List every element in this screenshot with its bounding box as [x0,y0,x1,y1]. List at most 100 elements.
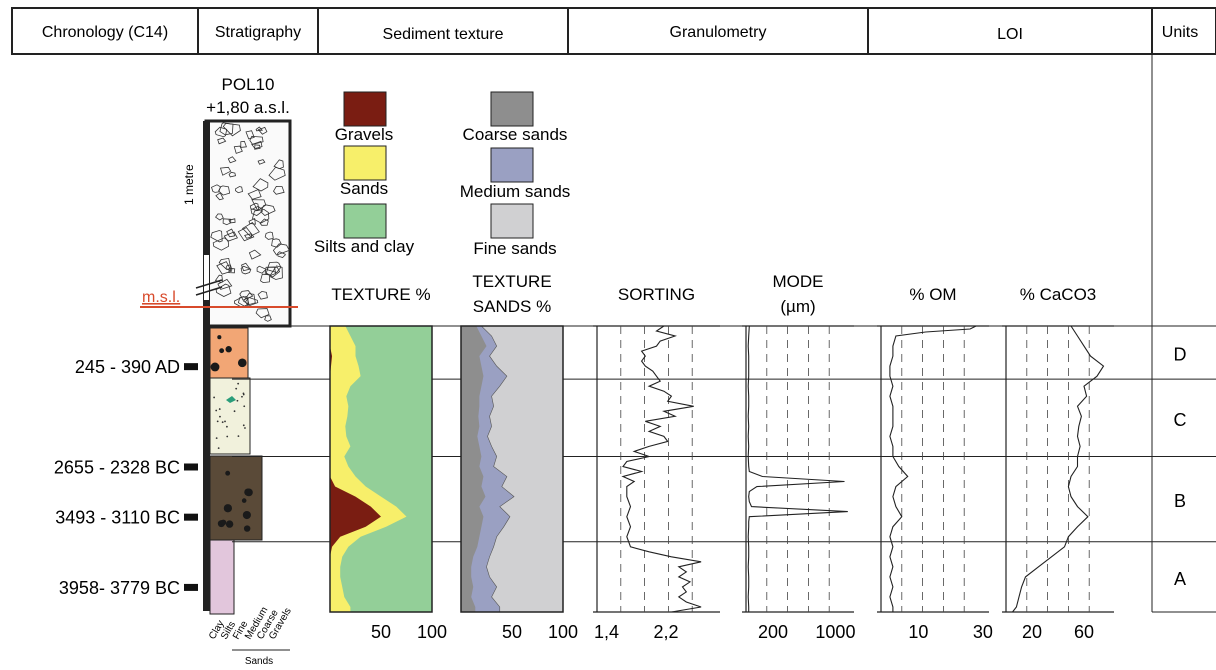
pebble [219,348,225,354]
panel-title: (µm) [780,297,815,316]
panel-title: MODE [773,272,824,291]
sands-area [330,326,407,612]
gravel-clast [210,230,223,243]
gravel-clast [271,238,282,248]
legend-swatch [490,91,534,127]
x-tick-label: 50 [502,622,522,642]
header-granulometry: Granulometry [670,24,767,41]
legend-label: Coarse sands [463,125,568,144]
unit-c-sediment [209,377,251,455]
pebble [210,362,220,372]
pebble [225,470,231,476]
gravel-clast [257,159,266,165]
unit-label: B [1174,491,1186,511]
header-bar: Chronology (C14) Stratigraphy Sediment t… [11,7,1216,55]
sand-dot [226,425,228,428]
shell-fragment [226,396,236,403]
header-units: Units [1162,24,1198,41]
scale-label: 1 metre [182,164,196,205]
sand-dot [242,393,245,396]
sand-dot [236,399,239,402]
sand-dot [242,424,245,427]
gravel-clast [215,283,232,297]
sand-dot [218,408,221,410]
gravel-clast [211,184,221,193]
unit-label: D [1174,345,1187,365]
gravel-clast [240,265,252,275]
x-tick-label: 20 [1022,622,1042,642]
gravel-clast [240,140,247,148]
msl-label: m.s.l. [142,289,180,306]
pebble [241,498,247,503]
scale-gap [204,255,209,300]
gravel-clast [266,261,282,273]
panel-title: TEXTURE % [331,285,430,304]
gravel-pattern [210,122,290,322]
gravel-clast [233,145,243,154]
legend-label: Silts and clay [314,237,415,256]
panel-1: TEXTURE SANDS % 50 100 [460,272,578,642]
sand-dot [235,387,238,390]
sand-dot [219,415,221,418]
scale-bar [203,121,210,611]
sand-dot [221,421,224,424]
gravel-clast [214,126,228,138]
gravel-clast [235,186,243,194]
gravel-clast [252,209,270,224]
gravel-clast [259,218,269,226]
x-tick-label: 1000 [815,622,855,642]
sand-dot [216,420,219,423]
panel-title: TEXTURE [472,272,551,291]
gravel-clast [260,204,276,216]
sand-dot [243,405,246,408]
gravel-clast [252,178,269,192]
gravel-clast [219,166,232,176]
gravel-clast [251,140,263,149]
panel-2: SORTING 1,4 2,2 [593,285,720,642]
legend-swatch [343,91,387,127]
gravel-clast [228,218,236,224]
pebble [245,488,253,497]
sand-dot [241,395,243,398]
gravel-clast [226,228,236,238]
sand-dot [244,427,246,429]
pebble [225,520,234,528]
panel-title: SANDS % [473,297,551,316]
gravel-clast [215,213,224,221]
legend-swatch [490,147,534,183]
legend-label: Sands [340,179,388,198]
panel-0: TEXTURE % 50 100 [329,285,447,642]
sand-dot [233,410,236,413]
legend-label: Gravels [335,125,394,144]
chronology-marker [184,463,198,471]
unit-label: A [1174,569,1186,589]
gravel-clast [222,122,241,137]
pebble [223,504,233,513]
sands-label: Sands [245,656,273,667]
legend-label: Medium sands [460,182,571,201]
sand-dot [213,396,216,399]
gravel-clast [273,185,285,195]
sand-dot [226,435,229,438]
gravel-clast [249,135,264,145]
gravel-clast [227,156,237,164]
pebble [243,525,251,532]
header-stratigraphy: Stratigraphy [215,24,301,41]
chronology-marker [184,583,198,591]
gravel-clast [223,231,238,242]
panel-frame [460,325,564,613]
panel-title: SORTING [618,285,695,304]
gravel-clast [241,221,260,237]
gravel-clast [215,192,224,201]
chronology-marker [184,363,198,371]
sand-dot [215,437,218,440]
panel-title: % CaCO3 [1020,285,1097,304]
unit-d-sediment [209,327,249,379]
chronology-label: 3493 - 3110 BC [55,508,180,528]
x-tick-label: 30 [973,622,993,642]
x-tick-label: 2,2 [654,622,679,642]
gravel-clast [217,137,227,145]
x-tick-label: 60 [1074,622,1094,642]
gravel-clast [265,266,281,278]
